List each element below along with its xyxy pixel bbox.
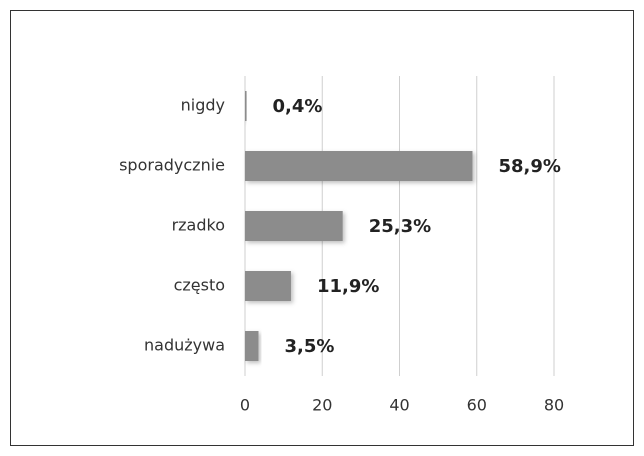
bar [245,271,291,301]
value-label: 58,9% [499,156,561,177]
value-label: 3,5% [285,336,335,357]
x-tick-label: 60 [467,396,487,415]
y-tick-label: rzadko [172,216,225,235]
y-tick-label: często [174,276,225,295]
y-tick-label: nigdy [181,96,225,115]
x-tick-label: 80 [544,396,564,415]
x-tick-label: 0 [240,396,250,415]
value-label: 11,9% [317,276,379,297]
value-label: 0,4% [273,96,323,117]
bar [245,331,259,361]
y-tick-label: nadużywa [144,336,225,355]
x-tick-label: 20 [312,396,332,415]
bar [245,211,343,241]
bar [245,91,247,121]
bar [245,151,473,181]
y-tick-label: sporadycznie [119,156,225,175]
value-label: 25,3% [369,216,431,237]
x-tick-label: 40 [389,396,409,415]
